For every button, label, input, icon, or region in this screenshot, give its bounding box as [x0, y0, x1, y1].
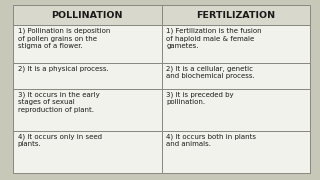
Bar [13, 89, 162, 131]
Text: POLLINATION: POLLINATION [52, 11, 123, 20]
Bar [162, 5, 310, 25]
Text: 4) It occurs both in plants
and animals.: 4) It occurs both in plants and animals. [166, 133, 256, 147]
Text: 3) It occurs in the early
stages of sexual
reproduction of plant.: 3) It occurs in the early stages of sexu… [18, 91, 99, 113]
Bar [162, 89, 310, 131]
Bar [162, 25, 310, 63]
Text: FERTILIZATION: FERTILIZATION [196, 11, 276, 20]
Bar [13, 25, 162, 63]
Bar [13, 63, 162, 89]
Bar [162, 131, 310, 173]
Bar [13, 131, 162, 173]
Bar [162, 63, 310, 89]
Text: 2) It is a physical process.: 2) It is a physical process. [18, 65, 108, 72]
Text: 3) It is preceded by
pollination.: 3) It is preceded by pollination. [166, 91, 234, 105]
Text: 1) Fertilization is the fusion
of haploid male & female
gametes.: 1) Fertilization is the fusion of haploi… [166, 28, 262, 49]
Text: 4) It occurs only in seed
plants.: 4) It occurs only in seed plants. [18, 133, 102, 147]
Text: 2) It is a cellular, genetic
and biochemical process.: 2) It is a cellular, genetic and biochem… [166, 65, 255, 79]
Text: 1) Pollination is deposition
of pollen grains on the
stigma of a flower.: 1) Pollination is deposition of pollen g… [18, 28, 110, 49]
Bar [13, 5, 162, 25]
